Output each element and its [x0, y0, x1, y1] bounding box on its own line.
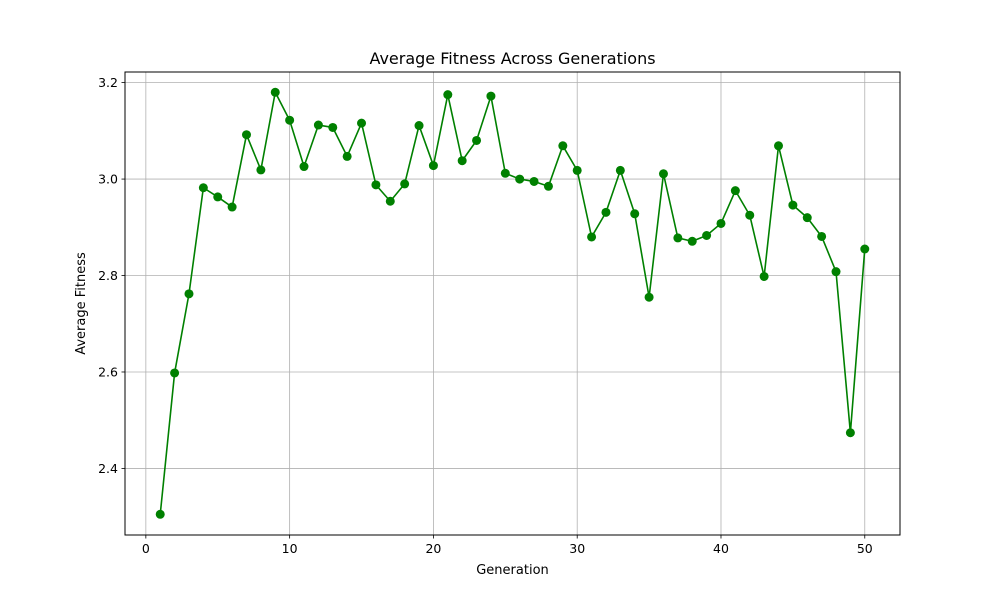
data-point-marker — [745, 210, 755, 220]
x-axis-label: Generation — [476, 563, 549, 578]
data-point-marker — [630, 209, 640, 219]
data-point-marker — [198, 183, 208, 193]
x-tick-label: 40 — [713, 541, 729, 556]
y-tick-label: 2.8 — [98, 268, 118, 283]
data-point-marker — [256, 165, 266, 175]
data-point-marker — [860, 244, 870, 254]
data-point-marker — [385, 196, 395, 206]
data-point-marker — [241, 130, 251, 140]
data-point-marker — [500, 168, 510, 178]
data-point-marker — [558, 141, 568, 151]
data-point-marker — [572, 165, 582, 175]
data-point-marker — [831, 267, 841, 277]
data-point-marker — [486, 91, 496, 101]
axis-ticks: 0 10 20 30 40 50 2.4 2.6 2.8 3.0 3.2 — [98, 75, 873, 556]
data-point-marker — [774, 141, 784, 151]
data-point-marker — [472, 135, 482, 145]
series-fitness — [155, 87, 870, 519]
data-point-marker — [213, 192, 223, 202]
data-point-marker — [515, 174, 525, 184]
data-point-marker — [227, 202, 237, 212]
y-tick-label: 3.2 — [98, 75, 118, 90]
x-tick-label: 20 — [425, 541, 441, 556]
data-point-marker — [543, 181, 553, 191]
data-point-marker — [313, 120, 323, 130]
y-axis-label: Average Fitness — [74, 252, 89, 355]
data-point-marker — [457, 156, 467, 166]
data-point-marker — [673, 233, 683, 243]
series-line — [159, 91, 866, 515]
data-point-marker — [615, 165, 625, 175]
data-point-marker — [428, 161, 438, 171]
data-point-marker — [328, 122, 338, 132]
data-point-marker — [759, 271, 769, 281]
data-point-marker — [658, 169, 668, 179]
data-point-marker — [443, 90, 453, 100]
data-point-marker — [788, 200, 798, 210]
data-point-marker — [270, 87, 280, 97]
data-point-marker — [687, 236, 697, 246]
x-tick-label: 30 — [569, 541, 585, 556]
data-point-marker — [529, 176, 539, 186]
data-point-marker — [285, 115, 295, 125]
data-point-marker — [730, 186, 740, 196]
x-tick-label: 10 — [282, 541, 298, 556]
data-point-marker — [702, 230, 712, 240]
data-point-marker — [170, 368, 180, 378]
data-point-marker — [400, 179, 410, 189]
data-point-marker — [342, 151, 352, 161]
data-point-marker — [644, 292, 654, 302]
data-point-marker — [587, 232, 597, 242]
data-point-marker — [601, 207, 611, 217]
chart-title: Average Fitness Across Generations — [369, 49, 655, 68]
data-point-marker — [184, 289, 194, 299]
data-point-marker — [845, 428, 855, 438]
x-tick-label: 50 — [857, 541, 873, 556]
data-point-marker — [802, 213, 812, 223]
data-point-marker — [414, 121, 424, 131]
grid-lines — [125, 72, 900, 535]
data-point-marker — [371, 180, 381, 190]
data-point-marker — [299, 162, 309, 172]
plot-area-frame — [124, 71, 901, 536]
y-tick-label: 3.0 — [98, 172, 118, 187]
y-tick-label: 2.6 — [98, 364, 118, 379]
y-tick-label: 2.4 — [98, 461, 118, 476]
x-tick-label: 0 — [142, 541, 150, 556]
data-point-marker — [716, 218, 726, 228]
data-point-marker — [155, 509, 165, 519]
data-point-marker — [817, 231, 827, 241]
data-point-marker — [357, 118, 367, 128]
